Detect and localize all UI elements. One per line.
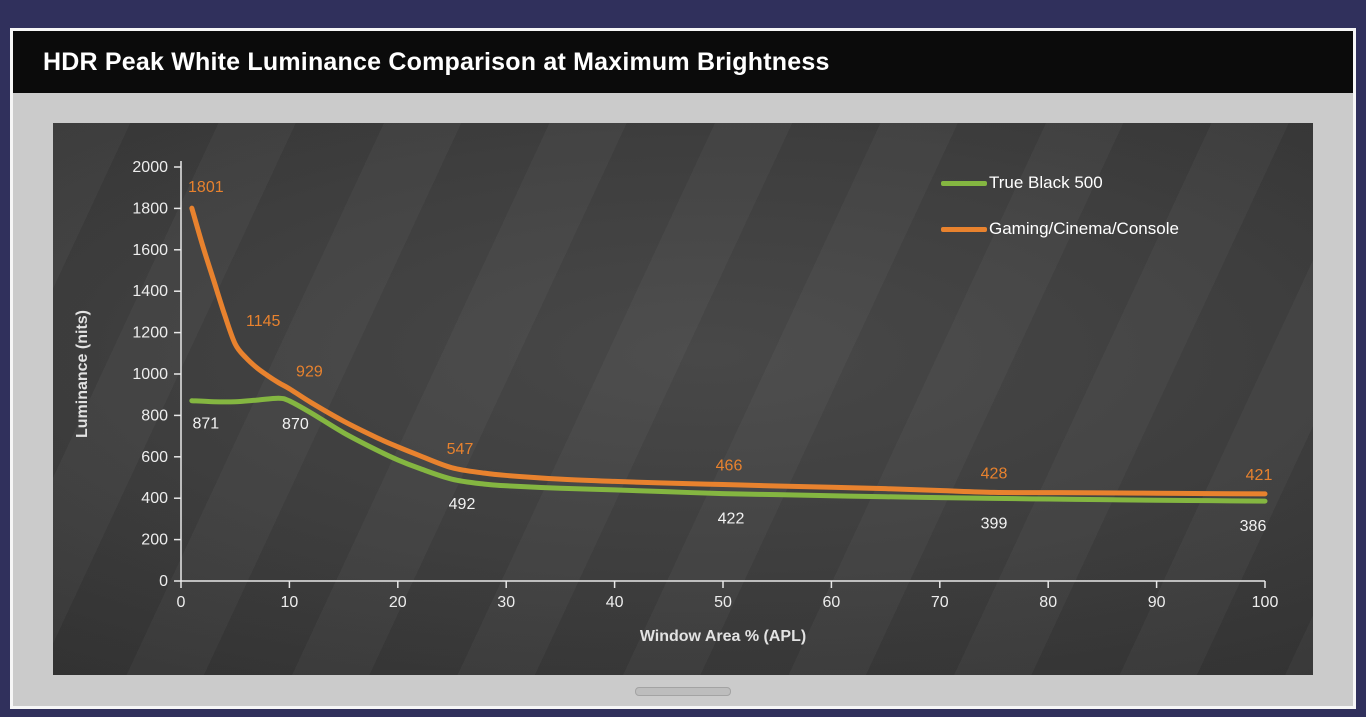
svg-text:386: 386 — [1240, 518, 1267, 535]
svg-text:422: 422 — [718, 511, 745, 528]
svg-text:421: 421 — [1246, 467, 1273, 484]
chart-panel: 0 200 400 600 800 1000 1200 1400 1600 1800 2000 0 10… — [53, 123, 1313, 675]
slide-frame: HDR Peak White Luminance Comparison at M… — [10, 28, 1356, 709]
svg-text:50: 50 — [714, 594, 732, 611]
svg-text:1801: 1801 — [188, 179, 224, 196]
svg-text:870: 870 — [282, 416, 309, 433]
svg-text:400: 400 — [141, 490, 168, 507]
svg-text:100: 100 — [1252, 594, 1279, 611]
svg-text:871: 871 — [192, 416, 219, 433]
svg-text:399: 399 — [981, 515, 1008, 532]
legend-swatch-orange — [941, 226, 987, 232]
svg-text:80: 80 — [1039, 594, 1057, 611]
svg-text:547: 547 — [447, 441, 474, 458]
svg-text:492: 492 — [449, 496, 476, 513]
svg-text:90: 90 — [1148, 594, 1166, 611]
chart-title: HDR Peak White Luminance Comparison at M… — [43, 47, 830, 76]
svg-text:1200: 1200 — [132, 325, 168, 342]
chart-title-bar: HDR Peak White Luminance Comparison at M… — [13, 31, 1353, 93]
svg-text:30: 30 — [497, 594, 515, 611]
svg-text:428: 428 — [981, 465, 1008, 482]
svg-text:20: 20 — [389, 594, 407, 611]
svg-text:600: 600 — [141, 449, 168, 466]
legend-label: True Black 500 — [989, 173, 1103, 192]
svg-text:1145: 1145 — [246, 313, 281, 330]
legend-label: Gaming/Cinema/Console — [989, 219, 1179, 238]
svg-text:0: 0 — [159, 573, 168, 590]
svg-text:929: 929 — [296, 364, 323, 381]
svg-text:2000: 2000 — [132, 159, 168, 176]
x-axis-title: Window Area % (APL) — [639, 628, 807, 645]
chart-content-area: 0 200 400 600 800 1000 1200 1400 1600 1800 2000 0 10… — [13, 93, 1353, 706]
svg-text:40: 40 — [606, 594, 624, 611]
legend-swatch-green — [941, 180, 987, 186]
svg-text:60: 60 — [823, 594, 841, 611]
svg-text:200: 200 — [141, 532, 168, 549]
line-chart: 0 200 400 600 800 1000 1200 1400 1600 1800 2000 0 10… — [132, 159, 1279, 611]
scrollbar-thumb[interactable] — [635, 687, 731, 696]
legend-item-gaming-cinema-console: Gaming/Cinema/Console — [941, 219, 1179, 239]
svg-text:800: 800 — [141, 407, 168, 424]
legend-item-true-black-500: True Black 500 — [941, 173, 1179, 193]
svg-text:1000: 1000 — [132, 366, 168, 383]
svg-text:1400: 1400 — [132, 283, 168, 300]
svg-text:466: 466 — [716, 458, 743, 475]
svg-text:10: 10 — [281, 594, 299, 611]
svg-text:0: 0 — [177, 594, 186, 611]
chart-legend: True Black 500 Gaming/Cinema/Console — [941, 173, 1179, 265]
svg-text:70: 70 — [931, 594, 949, 611]
svg-text:1600: 1600 — [132, 242, 168, 259]
y-axis-title: Luminance (nits) — [74, 309, 91, 439]
svg-text:1800: 1800 — [132, 200, 168, 217]
